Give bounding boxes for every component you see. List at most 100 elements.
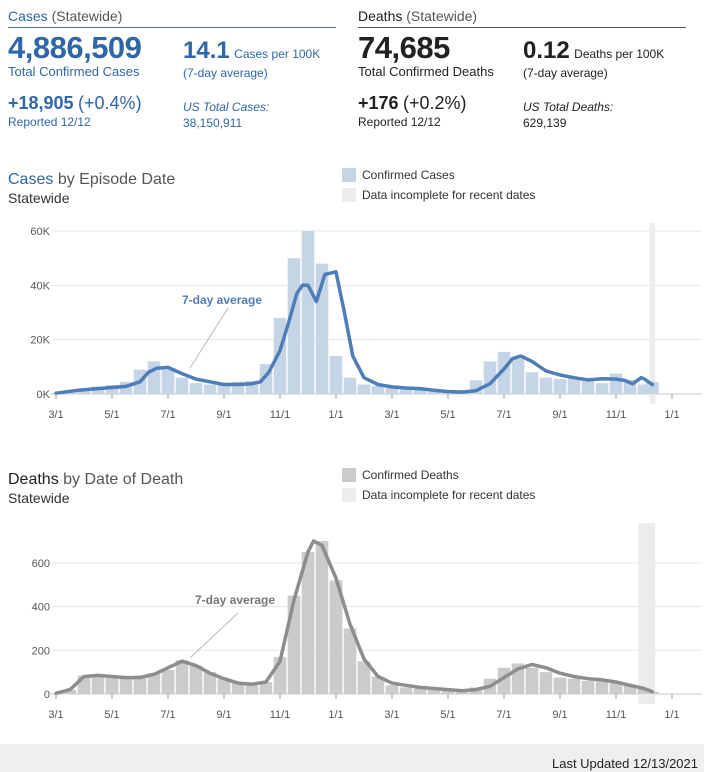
legend-label-deaths: Confirmed Deaths — [362, 468, 459, 482]
deaths-summary-panel: Deaths (Statewide) — [358, 8, 686, 28]
deaths-total-label: Total Confirmed Deaths — [358, 64, 494, 79]
cases-x-tick-label: 3/1 — [384, 409, 399, 421]
deaths-avg-line — [54, 539, 655, 696]
deaths-bars — [49, 541, 659, 694]
cases-x-tick-label: 5/1 — [104, 409, 119, 421]
cases-total-block: 4,886,509 Total Confirmed Cases — [8, 30, 142, 79]
cases-bar — [595, 383, 609, 394]
deaths-chart-title-rest: by Date of Death — [63, 471, 184, 488]
last-updated: Last Updated 12/13/2021 — [551, 756, 698, 771]
deaths-x-axis: 3/1 5/1 7/1 9/1 11/1 1/1 3/1 5/1 7/1 9/1 11/1 1/1 — [48, 694, 680, 721]
deaths-total-block: 74,685 Total Confirmed Deaths — [358, 30, 494, 79]
deaths-x-tick-label: 3/1 — [48, 709, 63, 721]
legend-confirmed-deaths: Confirmed Deaths — [342, 465, 535, 485]
deaths-bar — [231, 683, 245, 694]
cases-bar — [329, 355, 343, 394]
deaths-x-tick-label: 11/1 — [606, 709, 627, 721]
deaths-bar — [343, 628, 357, 694]
cases-chart-subtitle: Statewide — [8, 190, 70, 206]
legend-label-cases: Confirmed Cases — [362, 168, 455, 182]
deaths-bar — [385, 685, 399, 694]
cases-panel-title-sub: (Statewide) — [51, 8, 123, 24]
cases-avg-label: 7-day average — [182, 293, 262, 307]
deaths-new-pct: (+0.2%) — [403, 93, 467, 113]
cases-bar — [399, 387, 413, 394]
cases-bar — [203, 384, 217, 394]
deaths-rate-value: 0.12 — [523, 37, 570, 64]
cases-x-tick-label: 7/1 — [496, 409, 511, 421]
cases-us-label: US Total Cases: — [183, 100, 270, 114]
deaths-new-count: +176 — [358, 93, 399, 113]
cases-bar — [553, 379, 567, 394]
legend-label-incomplete-deaths: Data incomplete for recent dates — [362, 488, 536, 502]
deaths-bar — [581, 680, 595, 694]
cases-bar — [301, 231, 315, 394]
deaths-incomplete-band — [638, 523, 656, 704]
deaths-bar — [203, 672, 217, 694]
cases-bar — [567, 378, 581, 394]
deaths-us-label: US Total Deaths: — [523, 100, 614, 114]
cases-rate-sub: (7-day average) — [183, 66, 268, 80]
deaths-y-axis: 0 200 400 600 — [32, 558, 50, 701]
cases-bar — [105, 385, 119, 394]
cases-panel-header: Cases (Statewide) — [8, 8, 336, 28]
deaths-x-tick-label: 7/1 — [160, 709, 175, 721]
cases-x-tick-label: 5/1 — [440, 409, 455, 421]
legend-confirmed-cases: Confirmed Cases — [342, 165, 535, 185]
cases-bar — [161, 369, 175, 394]
deaths-bar — [287, 595, 301, 694]
cases-x-tick-label: 9/1 — [216, 409, 231, 421]
cases-bar — [385, 386, 399, 394]
deaths-chart: 0 200 400 600 3/1 5/1 7/1 9/1 11/1 1/1 3/1 5/1 7/1 9… — [32, 523, 702, 721]
deaths-y-tick-label: 0 — [44, 689, 50, 701]
cases-rate-label: Cases per 100K — [234, 47, 321, 61]
cases-bar — [175, 377, 189, 394]
deaths-bar — [525, 667, 539, 694]
cases-y-axis: 0K 20K 40K 60K — [30, 226, 50, 401]
deaths-reported: Reported 12/12 — [358, 115, 441, 129]
cases-incomplete-band — [649, 223, 656, 404]
cases-x-tick-label: 3/1 — [48, 409, 63, 421]
cases-x-axis: 3/1 5/1 7/1 9/1 11/1 1/1 3/1 5/1 7/1 9/1 11/1 1/1 — [48, 394, 680, 421]
deaths-y-tick-label: 600 — [32, 558, 50, 570]
deaths-x-tick-label: 9/1 — [216, 709, 231, 721]
cases-legend: Confirmed Cases Data incomplete for rece… — [342, 165, 535, 205]
cases-x-tick-label: 1/1 — [664, 409, 679, 421]
cases-bar — [646, 381, 659, 394]
deaths-x-tick-label: 7/1 — [496, 709, 511, 721]
cases-x-tick-label: 9/1 — [552, 409, 567, 421]
cases-new-pct: (+0.4%) — [78, 93, 142, 113]
deaths-panel-title-sub: (Statewide) — [406, 8, 478, 24]
deaths-bar — [189, 665, 203, 694]
cases-chart: 0K 20K 40K 60K 3/1 5/1 7/1 9/1 11/1 1/1 3/1 5/1 7/1… — [30, 223, 702, 421]
deaths-bar — [427, 689, 441, 694]
deaths-bar — [147, 673, 161, 694]
cases-incomplete-rect — [649, 223, 656, 404]
deaths-bar — [595, 679, 609, 694]
deaths-bar — [539, 672, 553, 694]
deaths-bar — [175, 660, 189, 694]
cases-chart-title: Cases by Episode Date — [8, 171, 175, 189]
legend-incomplete-deaths: Data incomplete for recent dates — [342, 485, 535, 505]
deaths-bar — [357, 661, 371, 694]
cases-us-value: 38,150,911 — [183, 116, 243, 130]
cases-y-tick-label: 0K — [37, 389, 51, 401]
deaths-us-block: US Total Deaths: 629,139 — [523, 100, 613, 130]
deaths-bar — [91, 674, 105, 694]
deaths-rate-sub: (7-day average) — [523, 66, 608, 80]
deaths-bar — [441, 690, 455, 694]
deaths-avg-pointer — [189, 612, 239, 659]
deaths-y-tick-label: 200 — [32, 645, 50, 657]
cases-x-tick-label: 1/1 — [328, 409, 343, 421]
cases-chart-title-bold: Cases — [8, 171, 54, 188]
deaths-bar — [371, 676, 385, 694]
deaths-incomplete-rect — [638, 523, 656, 704]
cases-bars — [49, 231, 659, 394]
cases-y-tick-label: 20K — [30, 335, 50, 347]
deaths-bar — [413, 688, 427, 694]
cases-bar — [371, 385, 385, 394]
deaths-bar — [567, 678, 581, 694]
cases-bar — [511, 358, 525, 394]
deaths-total-value: 74,685 — [358, 30, 450, 65]
deaths-chart-title-bold: Deaths — [8, 471, 59, 488]
